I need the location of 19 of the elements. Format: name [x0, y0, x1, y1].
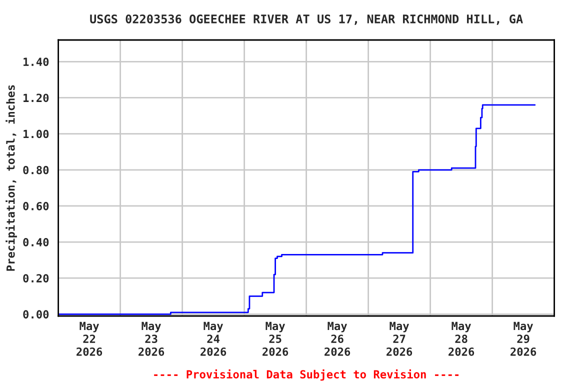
x-tick-label: May 24 2026 [200, 322, 226, 356]
y-tick-label: 1.40 [24, 58, 49, 66]
y-tick-label: 0.40 [23, 238, 49, 246]
x-tick-label: May 25 2026 [262, 322, 288, 356]
x-tick-label: May 28 2026 [448, 322, 474, 356]
x-tick-label: May 26 2026 [324, 322, 350, 356]
y-tick-label: 1.00 [24, 130, 49, 138]
x-tick-label: May 27 2026 [386, 322, 412, 356]
y-axis-title: Precipitation, total, inches [6, 85, 17, 271]
chart-title: USGS 02203536 OGEECHEE RIVER AT US 17, NEAR RICHMOND HILL, GA [90, 14, 523, 25]
text: ---- Provisional Data Subject to Revision ---- [154, 369, 459, 381]
y-tick-label: 0.20 [23, 274, 49, 282]
x-tick-label: May 29 2026 [510, 322, 536, 356]
y-tick-label: 0.80 [23, 166, 49, 174]
x-tick-label: May 22 2026 [76, 322, 102, 356]
y-tick-label: 0.60 [23, 202, 49, 210]
y-tick-label: 1.20 [24, 94, 49, 102]
x-tick-label: May 23 2026 [138, 322, 164, 356]
y-tick-label: 0.00 [23, 310, 49, 319]
